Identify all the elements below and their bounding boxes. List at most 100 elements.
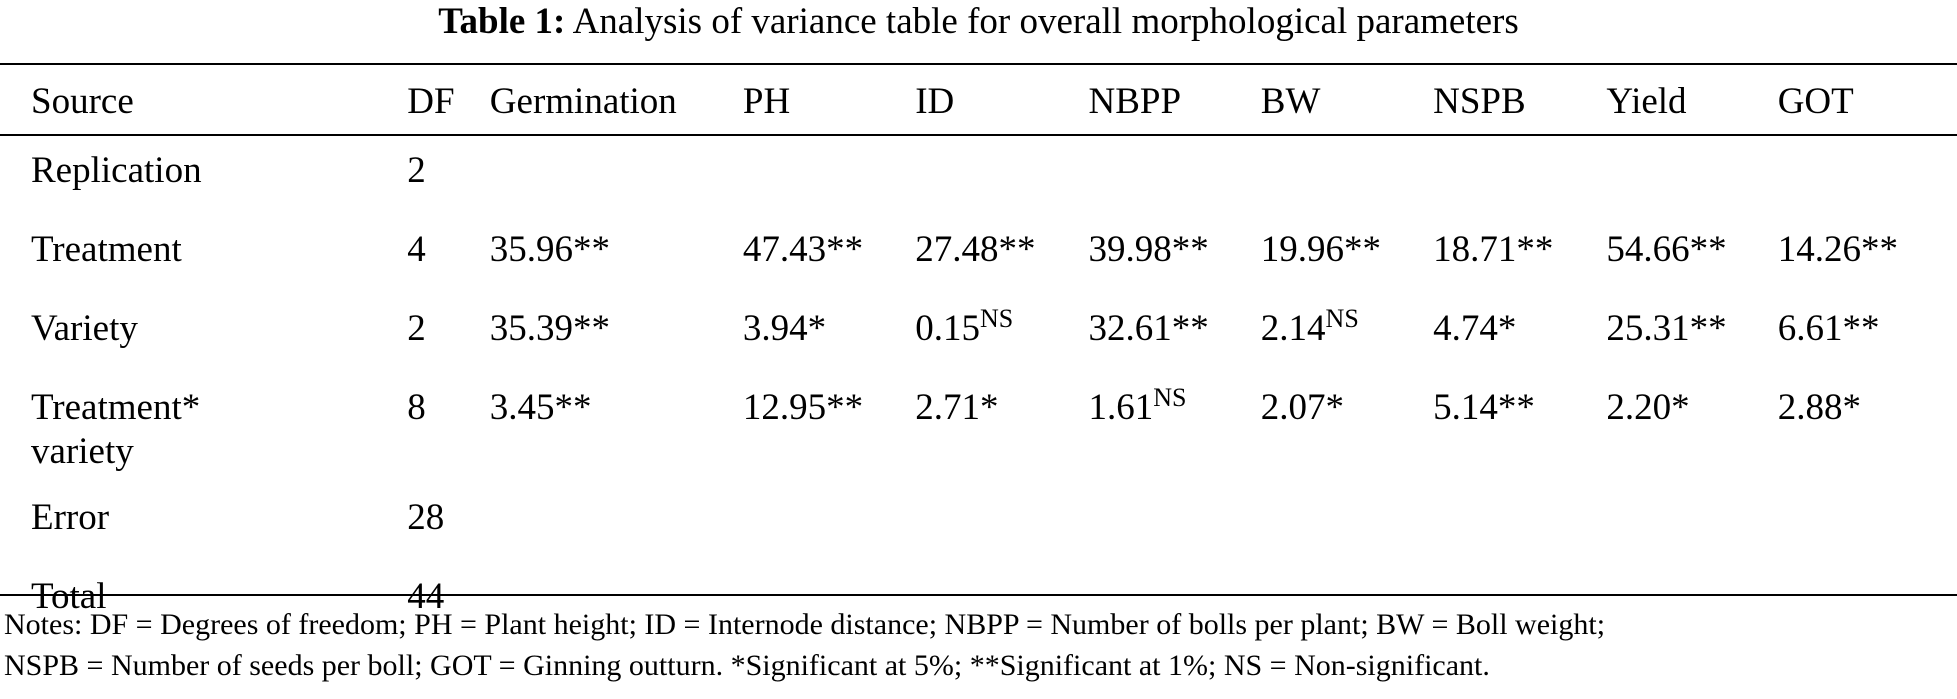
cell-ph: 3.94* [743, 295, 915, 374]
cell-nspb: 18.71** [1433, 216, 1606, 295]
table-caption-text: Analysis of variance table for overall m… [572, 1, 1519, 42]
table-top-rule [0, 63, 1957, 65]
cell-value: 4.74* [1433, 308, 1517, 349]
cell-value: 32.61** [1088, 308, 1209, 349]
cell-nbpp [1089, 136, 1261, 216]
cell-value: 25.31** [1606, 308, 1727, 349]
table-row: Error 28 [0, 496, 1957, 563]
cell-got [1778, 136, 1957, 216]
cell-value: 47.43** [742, 229, 864, 270]
cell-yield: 2.20* [1606, 374, 1777, 496]
table-row: Treatment* variety 8 3.45** 12.95** 2.71*… [0, 374, 1957, 496]
notes-line-1: Notes: DF = Degrees of freedom; PH = Pla… [4, 608, 1606, 641]
row-source-line-2: variety [31, 431, 134, 472]
cell-value: 6.61** [1777, 308, 1880, 349]
anova-table: Source DF Germination PH ID NBPP BW NSPB… [0, 66, 1957, 642]
row-source-line-1: Treatment* [31, 387, 201, 428]
row-df: 2 [407, 150, 426, 191]
cell-bw [1261, 496, 1433, 563]
row-source: Error [31, 497, 110, 538]
table-caption: Table 1: Analysis of variance table for … [0, 0, 1957, 44]
row-df: 2 [407, 308, 426, 349]
cell-nspb [1433, 496, 1606, 563]
header-yield: Yield [1606, 81, 1687, 122]
cell-id [915, 496, 1088, 563]
cell-ph: 12.95** [743, 374, 915, 496]
cell-germination [490, 136, 743, 216]
cell-significance: NS [979, 304, 1014, 333]
cell-value: 2.20* [1606, 387, 1690, 428]
table-row: Replication 2 [0, 136, 1957, 216]
cell-value: 3.45** [489, 387, 592, 428]
header-df: DF [407, 81, 455, 122]
table-bottom-rule [0, 594, 1957, 596]
cell-yield: 54.66** [1606, 216, 1777, 295]
cell-id [915, 136, 1088, 216]
cell-value: 18.71** [1433, 229, 1554, 270]
header-source: Source [31, 81, 134, 122]
cell-got [1778, 496, 1957, 563]
cell-value: 14.26** [1777, 229, 1898, 270]
cell-value: 2.14 [1260, 308, 1326, 349]
table-row: Total 44 [0, 563, 1957, 642]
table-header-rule [0, 134, 1957, 136]
cell-got: 2.88* [1778, 374, 1957, 496]
cell-value: 5.14** [1433, 387, 1535, 428]
header-id: ID [915, 81, 955, 122]
cell-nbpp: 32.61** [1089, 295, 1261, 374]
cell-value: 27.48** [915, 229, 1036, 270]
row-df: 44 [407, 576, 445, 617]
cell-id: 27.48** [915, 216, 1088, 295]
cell-got: 14.26** [1778, 216, 1957, 295]
cell-nspb: 5.14** [1433, 374, 1606, 496]
table-header-row: Source DF Germination PH ID NBPP BW NSPB… [0, 66, 1957, 136]
table-notes: Notes: DF = Degrees of freedom; PH = Pla… [4, 604, 1954, 686]
row-source: Treatment [31, 229, 182, 270]
header-nbpp: NBPP [1088, 81, 1182, 122]
cell-bw [1261, 136, 1433, 216]
cell-value: 12.95** [742, 387, 864, 428]
cell-germination: 35.39** [490, 295, 743, 374]
cell-germination [490, 496, 743, 563]
cell-value: 35.96** [489, 229, 611, 270]
cell-got: 6.61** [1778, 295, 1957, 374]
cell-bw: 2.07* [1261, 374, 1433, 496]
cell-value: 54.66** [1606, 229, 1727, 270]
cell-id: 2.71* [915, 374, 1088, 496]
row-source: Variety [31, 308, 138, 349]
cell-yield: 25.31** [1606, 295, 1777, 374]
header-nspb: NSPB [1433, 81, 1526, 122]
cell-nbpp: 39.98** [1089, 216, 1261, 295]
cell-value: 2.88* [1777, 387, 1861, 428]
row-source: Replication [31, 150, 202, 191]
row-df: 8 [407, 387, 426, 428]
cell-ph: 47.43** [743, 216, 915, 295]
row-df: 28 [407, 497, 445, 538]
header-bw: BW [1260, 81, 1321, 122]
header-ph: PH [742, 81, 791, 122]
cell-value: 2.07* [1260, 387, 1345, 428]
header-got: GOT [1777, 81, 1854, 122]
cell-value: 3.94* [742, 308, 827, 349]
cell-nspb [1433, 136, 1606, 216]
row-source: Treatment* variety [0, 374, 407, 496]
cell-bw: 2.14NS [1261, 295, 1433, 374]
row-df: 4 [407, 229, 426, 270]
table-row: Variety 2 35.39** 3.94* 0.15NS 32.61** 2… [0, 295, 1957, 374]
cell-value: 1.61 [1088, 387, 1154, 428]
cell-nbpp: 1.61NS [1089, 374, 1261, 496]
cell-germination: 3.45** [490, 374, 743, 496]
cell-yield [1606, 496, 1777, 563]
row-source: Total [31, 576, 107, 617]
cell-value: 39.98** [1088, 229, 1209, 270]
cell-value: 0.15 [915, 308, 980, 349]
cell-value: 19.96** [1260, 229, 1382, 270]
cell-nbpp [1089, 496, 1261, 563]
cell-yield [1606, 136, 1777, 216]
cell-id: 0.15NS [915, 295, 1088, 374]
cell-value: 35.39** [489, 308, 611, 349]
cell-significance: NS [1153, 383, 1187, 412]
cell-ph [743, 136, 915, 216]
cell-nspb: 4.74* [1433, 295, 1606, 374]
